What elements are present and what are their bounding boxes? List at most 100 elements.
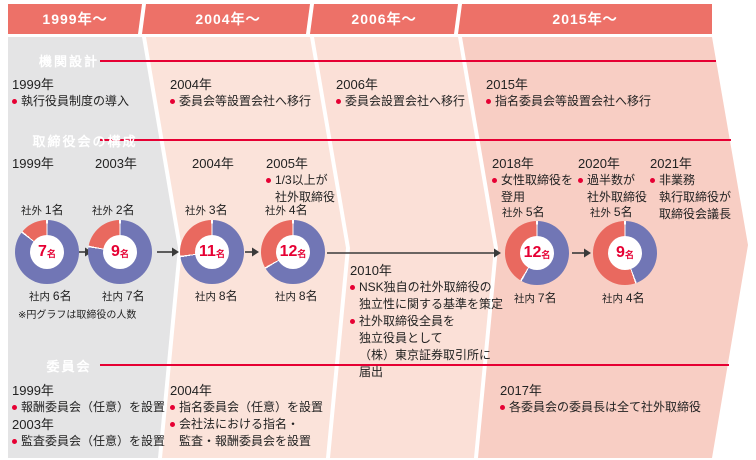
bullet-dot-icon (170, 422, 175, 427)
timeline-entry: 2018年 女性取締役を 登用 (492, 155, 573, 206)
bullet-text: 指名委員会等設置会社へ移行 (495, 94, 652, 108)
bullet-item: 非業務 (650, 172, 731, 189)
section-badge-committee: 委員会 (46, 359, 92, 374)
bullet-continuation: 監査・報酬委員会を設置 (179, 434, 312, 448)
timeline-entry: 2003年 (95, 155, 137, 172)
year-label: 2015年 (486, 77, 528, 92)
arrow-head-icon (584, 248, 591, 258)
inside-directors-label: 社内 7名 (102, 289, 145, 303)
inside-directors-label: 社内 4名 (602, 291, 645, 305)
bullet-text: 報酬委員会（任意）を設置 (21, 400, 166, 414)
year-label: 2017年 (500, 383, 542, 398)
bullet-continuation: 社外取締役 (275, 190, 336, 204)
donut-chart: 12 名 (261, 220, 325, 284)
header-tab-1999 (8, 4, 142, 34)
timeline-entry: 2004年 指名委員会（任意）を設置 会社法における指名・ 監査・報酬委員会を設置 (170, 382, 323, 450)
header-tab-2015 (458, 4, 712, 34)
bullet-item: 委員会等設置会社へ移行 (170, 93, 311, 110)
bullet-item: 委員会設置会社へ移行 (336, 93, 465, 110)
section-badge-organ: 機関設計 (38, 54, 99, 69)
header-tab-label-2004: 2004年〜 (195, 11, 261, 27)
bullet-dot-icon (486, 99, 491, 104)
timeline-entry: 1999年 (12, 155, 54, 172)
donut-chart: 12 名 (505, 221, 569, 285)
timeline-entry: 2004年委員会等設置会社へ移行 (170, 76, 311, 110)
header-tab-2006 (310, 4, 458, 34)
timeline-entry: 2010年 NSK独自の社外取締役の 独立性に関する基準を策定 社外取締役全員を 独立役… (350, 262, 503, 381)
bullet-item: 執行役員制度の導入 (12, 93, 129, 110)
bullet-item: 各委員会の委員長は全て社外取締役 (500, 399, 701, 416)
bullet-dot-icon (492, 178, 497, 183)
header-tab-label-2006: 2006年〜 (351, 11, 417, 27)
bullet-continuation: 執行取締役が (659, 190, 732, 204)
header-tab-label-2015: 2015年〜 (552, 11, 618, 27)
year-label: 1999年 (12, 383, 54, 398)
timeline-entry: 2021年 非業務 執行取締役が 取締役会議長 (650, 155, 731, 223)
year-label: 2004年 (170, 77, 212, 92)
outside-directors-label: 社外 5名 (590, 205, 633, 219)
outside-directors-label: 社外 5名 (502, 205, 545, 219)
inside-directors-label: 社内 7名 (514, 291, 557, 305)
outside-directors-label: 社外 4名 (265, 203, 308, 217)
bullet-item: 社外取締役全員を (350, 313, 503, 330)
year-label: 2010年 (350, 263, 392, 278)
donut-center-value: 12 名 (520, 236, 554, 270)
year-label: 2020年 (578, 156, 620, 171)
outside-directors-label: 社外 3名 (185, 203, 228, 217)
bullet-dot-icon (12, 405, 17, 410)
pie-chart-note: ※円グラフは取締役の人数 (18, 310, 137, 321)
bullet-item: 指名委員会等設置会社へ移行 (486, 93, 651, 110)
bullet-text: 非業務 (659, 173, 696, 187)
bullet-text: 1/3以上が (275, 173, 328, 187)
donut-center-value: 12 名 (276, 235, 310, 269)
header-tab-label-1999: 1999年〜 (42, 11, 108, 27)
year-label: 2005年 (266, 156, 308, 171)
bullet-text: 監査委員会（任意）を設置 (21, 434, 166, 448)
timeline-entry: 2004年 (192, 155, 234, 172)
bullet-item: NSK独自の社外取締役の (350, 279, 503, 296)
year-label: 2003年 (95, 156, 137, 171)
bullet-dot-icon (578, 178, 583, 183)
year-label: 2006年 (336, 77, 378, 92)
bullet-text: 委員会等設置会社へ移行 (179, 94, 312, 108)
arrow-head-icon (252, 247, 259, 257)
timeline-entry: 1999年 執行役員制度の導入 (12, 76, 129, 110)
timeline-entry: 2006年委員会設置会社へ移行 (336, 76, 465, 110)
bullet-text: 過半数が (587, 173, 636, 187)
timeline-entry: 1999年 報酬委員会（任意）を設置 2003年 監査委員会（任意）を設置 (12, 382, 165, 450)
year-label: 1999年 (12, 156, 54, 171)
arrow-head-icon (494, 248, 501, 258)
bullet-continuation: 登用 (501, 190, 526, 204)
inside-directors-label: 社内 8名 (195, 289, 238, 303)
bullet-continuation: （株）東京証券取引所に (359, 348, 492, 362)
timeline-entry: 2020年 過半数が 社外取締役 (578, 155, 647, 206)
timeline-entry: 2015年指名委員会等設置会社へ移行 (486, 76, 651, 110)
bullet-text: NSK独自の社外取締役の (359, 280, 492, 294)
bullet-text: 会社法における指名・ (179, 417, 300, 431)
year-label: 2018年 (492, 156, 534, 171)
bullet-item: 1/3以上が (266, 172, 335, 189)
donut-chart: 11 名 (180, 220, 244, 284)
inside-directors-label: 社内 8名 (275, 289, 318, 303)
timeline-band-2004 (146, 37, 346, 458)
bullet-item: 会社法における指名・ (170, 416, 323, 433)
bullet-dot-icon (350, 285, 355, 290)
inside-directors-label: 社内 6名 (29, 289, 72, 303)
year-label: 2021年 (650, 156, 692, 171)
bullet-text: 社外取締役全員を (359, 314, 456, 328)
bullet-dot-icon (650, 178, 655, 183)
arrow-head-icon (172, 247, 179, 257)
bullet-text: 委員会設置会社へ移行 (345, 94, 466, 108)
header-tab-2004 (142, 4, 310, 34)
year-label: 1999年 (12, 77, 54, 92)
bullet-dot-icon (12, 99, 17, 104)
bullet-dot-icon (336, 99, 341, 104)
timeline-entry: 2005年 1/3以上が 社外取締役 (266, 155, 335, 206)
outside-directors-label: 社外 1名 (21, 203, 64, 217)
bullet-dot-icon (500, 405, 505, 410)
